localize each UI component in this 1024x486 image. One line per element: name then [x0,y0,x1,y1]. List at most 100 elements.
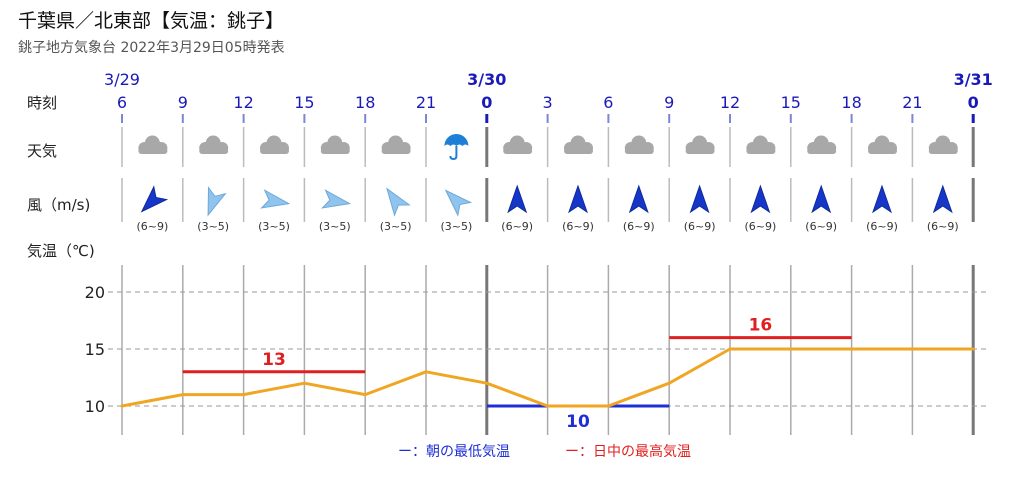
hour-label: 15 [294,93,314,112]
arrow-shape [689,184,710,214]
min-temp-label: 10 [566,412,590,432]
hour-label: 9 [178,93,188,112]
y-tick-label: 15 [85,340,105,359]
cloud-base [868,148,897,154]
cloud-base [624,148,654,154]
wind-arrow-icon [260,189,291,209]
cloud-icon [138,135,168,154]
wind-speed-label: (3~5) [441,220,473,233]
arrow-shape [628,184,649,214]
wind-speed-label: (6~9) [137,220,169,233]
cloud-base [807,148,837,154]
cloud-icon [868,135,897,154]
y-tick-label: 20 [85,283,105,302]
wind-arrow-icon [689,184,710,214]
cloud-icon [928,135,958,154]
arrow-shape [750,184,771,214]
cloud-base [685,148,715,154]
wind-speed-label: (3~5) [380,220,412,233]
temperature-point [181,393,185,397]
page-subtitle: 銚子地方気象台 2022年3月29日05時発表 [18,40,285,56]
wind-arrow-icon [386,187,411,217]
temperature-point [242,393,246,397]
wind-arrow-icon [444,189,473,217]
hour-label: 6 [603,93,613,112]
hour-label: 0 [968,93,979,112]
cloud-base [928,148,958,154]
arrow-shape [444,189,473,217]
arrow-shape [507,184,528,214]
arrow-shape [260,189,291,209]
arrow-shape [568,184,588,214]
temperature-point [789,347,793,351]
temperature-point [971,347,975,351]
hour-label: 18 [841,93,861,112]
wind-arrow-icon [207,186,227,217]
wind-arrow-icon [507,184,528,214]
temperature-point [910,347,914,351]
wind-arrow-icon [628,184,649,214]
umbrella-canopy [444,134,469,146]
hour-label: 9 [664,93,674,112]
date-label: 3/31 [954,70,993,89]
temperature-point [424,370,428,374]
cloud-icon [199,135,229,154]
hour-label: 12 [720,93,740,112]
wind-speed-label: (6~9) [501,220,533,233]
arrow-shape [932,184,953,214]
arrow-shape [140,185,169,213]
cloud-base [199,148,229,154]
cloud-icon [503,135,533,154]
y-tick-label: 10 [85,397,105,416]
hour-label: 12 [233,93,253,112]
arrow-shape [386,187,411,217]
wind-arrow-icon [932,184,953,214]
wind-speed-label: (6~9) [623,220,655,233]
wind-speed-label: (3~5) [258,220,290,233]
temperature-point [363,393,367,397]
arrow-shape [872,184,892,214]
wind-speed-label: (3~5) [319,220,351,233]
date-label: 3/29 [104,70,140,89]
wind-speed-label: (6~9) [927,220,959,233]
temperature-point [667,381,671,385]
cloud-base [746,148,776,154]
wind-speed-label: (3~5) [197,220,229,233]
wind-arrow-icon [321,189,352,209]
wind-speed-label: (6~9) [805,220,837,233]
hour-label: 15 [781,93,801,112]
temperature-point [120,404,124,408]
time-row-label: 時刻 [27,94,57,112]
wind-row-label: 風（m/s) [27,196,90,214]
cloud-icon [381,135,411,154]
wind-arrow-icon [872,184,892,214]
hour-label: 18 [355,93,375,112]
cloud-base [320,148,350,154]
cloud-base [503,148,533,154]
cloud-icon [564,135,593,154]
wind-speed-label: (6~9) [745,220,777,233]
temperature-point [302,381,306,385]
max-temp-label: 13 [262,350,286,370]
wind-speed-label: (6~9) [562,220,594,233]
temperature-point [728,347,732,351]
umbrella-handle [449,146,458,161]
temperature-point [485,381,489,385]
date-label: 3/30 [467,70,506,89]
arrow-shape [811,184,832,214]
max-temp-label: 16 [749,316,773,336]
arrow-shape [321,189,352,209]
cloud-icon [320,135,350,154]
weather-row-label: 天気 [27,142,57,160]
wind-arrow-icon [811,184,832,214]
page-title: 千葉県／北東部【気温：銚子】 [18,10,285,32]
cloud-base [138,148,168,154]
temperature-point [546,404,550,408]
cloud-icon [807,135,837,154]
cloud-icon [624,135,654,154]
umbrella-icon [444,134,469,161]
hour-label: 21 [902,93,922,112]
cloud-base [564,148,593,154]
legend-min: ー：朝の最低気温 [398,444,510,460]
